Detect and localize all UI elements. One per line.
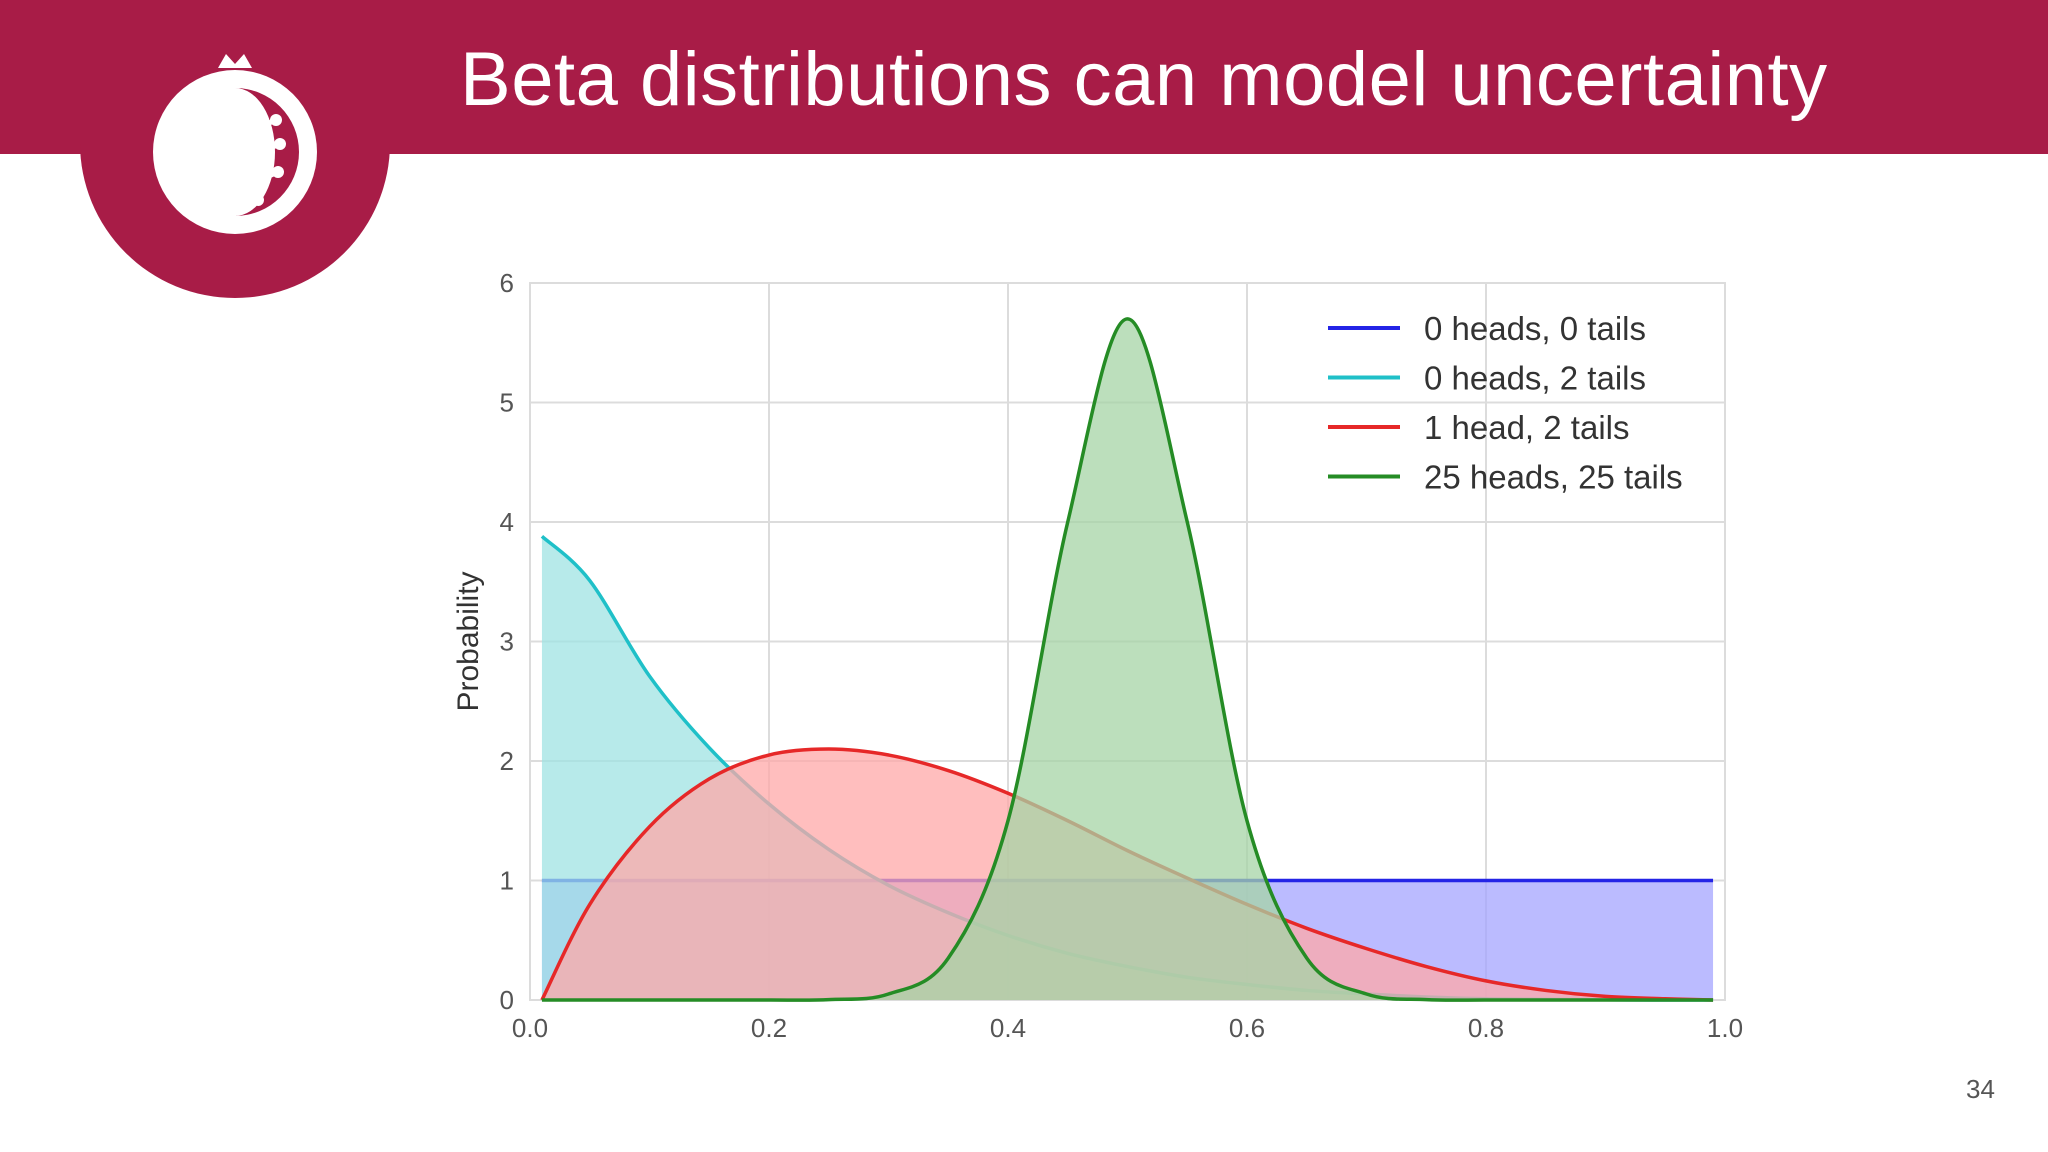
x-tick-label: 0.2	[751, 1013, 787, 1043]
legend-label: 25 heads, 25 tails	[1424, 459, 1683, 496]
series-area-green	[541, 318, 1714, 1001]
x-tick-label: 0.4	[990, 1013, 1026, 1043]
y-axis-label: Probability	[452, 571, 485, 711]
x-tick-label: 0.0	[512, 1013, 548, 1043]
slide-title: Beta distributions can model uncertainty	[460, 37, 1828, 122]
page-number: 34	[1966, 1074, 1995, 1104]
series-line-green	[541, 317, 1714, 1002]
y-tick-label: 4	[500, 507, 514, 537]
legend-label: 0 heads, 2 tails	[1424, 360, 1646, 397]
x-tick-label: 0.8	[1468, 1013, 1504, 1043]
legend-label: 0 heads, 0 tails	[1424, 310, 1646, 347]
y-tick-label: 5	[500, 388, 514, 418]
pomegranate-network-icon	[153, 54, 317, 234]
y-tick-label: 1	[500, 866, 514, 896]
legend-label: 1 head, 2 tails	[1424, 409, 1629, 446]
x-tick-label: 0.6	[1229, 1013, 1265, 1043]
y-tick-label: 3	[500, 627, 514, 657]
y-tick-label: 0	[500, 985, 514, 1015]
x-tick-label: 1.0	[1707, 1013, 1743, 1043]
y-tick-label: 6	[500, 268, 514, 298]
y-tick-label: 2	[500, 746, 514, 776]
